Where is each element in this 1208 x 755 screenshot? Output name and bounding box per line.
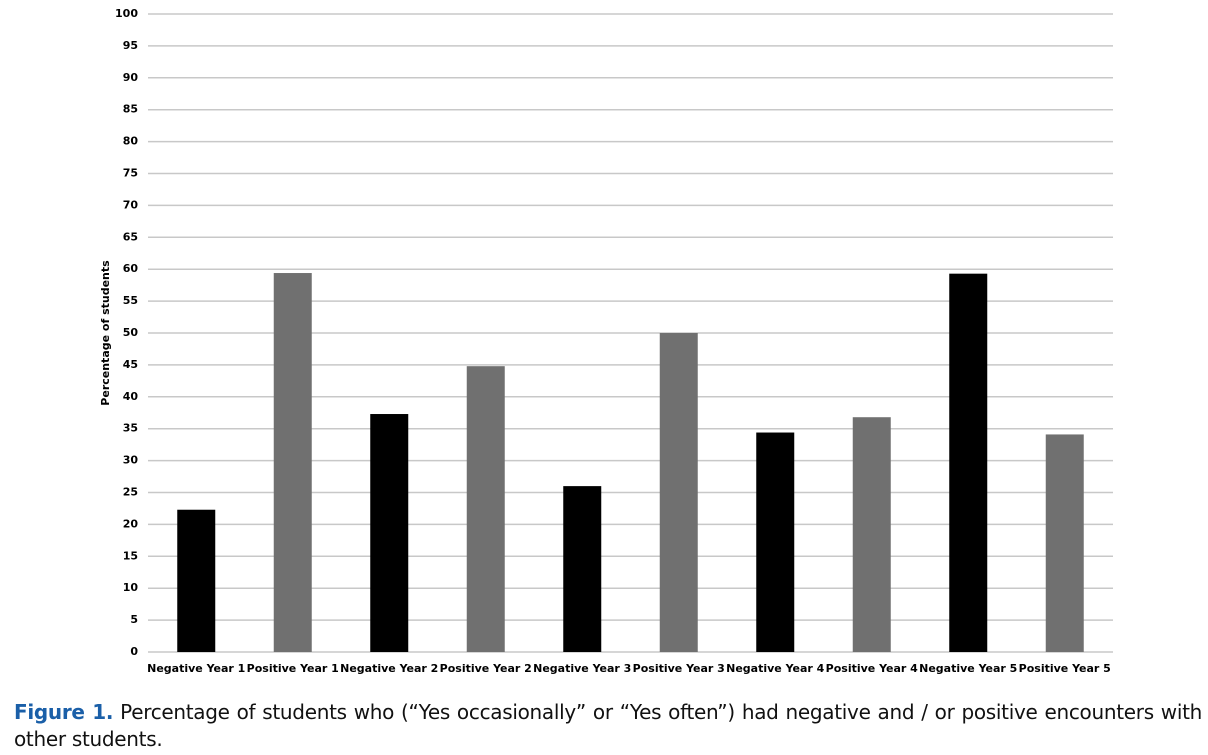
bar	[756, 432, 795, 652]
bar	[852, 417, 891, 652]
y-tick-label: 90	[123, 71, 139, 84]
x-tick-label: Negative Year 5	[919, 662, 1017, 675]
y-tick-label: 85	[123, 103, 138, 116]
y-tick-label: 35	[123, 422, 138, 435]
x-tick-label: Positive Year 5	[1019, 662, 1111, 675]
y-tick-label: 70	[123, 198, 139, 211]
y-tick-label: 75	[123, 167, 138, 180]
caption-text: Percentage of students who (“Yes occasio…	[14, 700, 1203, 751]
y-tick-label: 50	[123, 326, 139, 339]
y-tick-label: 95	[123, 39, 138, 52]
y-tick-label: 20	[123, 517, 139, 530]
y-tick-label: 25	[123, 486, 138, 499]
x-tick-label: Positive Year 4	[826, 662, 919, 675]
y-tick-label: 55	[123, 294, 138, 307]
y-tick-label: 30	[123, 454, 139, 467]
bar	[1045, 434, 1084, 652]
bar	[949, 273, 988, 652]
bar	[370, 414, 409, 652]
y-tick-label: 65	[123, 230, 138, 243]
bar	[563, 486, 602, 652]
y-tick-label: 45	[123, 358, 138, 371]
x-tick-label: Positive Year 1	[247, 662, 339, 675]
y-tick-label: 60	[123, 262, 139, 275]
x-tick-label: Negative Year 2	[340, 662, 438, 675]
caption: Figure 1. Percentage of students who (“Y…	[14, 699, 1202, 753]
x-tick-label: Positive Year 3	[633, 662, 725, 675]
x-tick-label: Positive Year 2	[440, 662, 532, 675]
y-tick-label: 40	[123, 390, 139, 403]
x-tick-label: Negative Year 3	[533, 662, 631, 675]
chart: Percentage of students 0 5 10 15 20 25 30 35 40 4…	[99, 7, 1113, 675]
y-axis-label: Percentage of students	[99, 260, 112, 406]
bar	[659, 333, 698, 652]
bar	[177, 509, 216, 652]
y-tick-label: 80	[123, 135, 139, 148]
y-tick-label: 5	[130, 613, 138, 626]
caption-label: Figure 1.	[14, 700, 114, 724]
y-tick-label: 100	[115, 7, 138, 20]
y-tick-label: 0	[130, 645, 138, 658]
y-tick-label: 15	[123, 549, 138, 562]
x-tick-label: Negative Year 1	[147, 662, 245, 675]
bar	[273, 273, 312, 652]
bar	[466, 366, 505, 652]
x-tick-label: Negative Year 4	[726, 662, 825, 675]
y-tick-label: 10	[123, 581, 139, 594]
